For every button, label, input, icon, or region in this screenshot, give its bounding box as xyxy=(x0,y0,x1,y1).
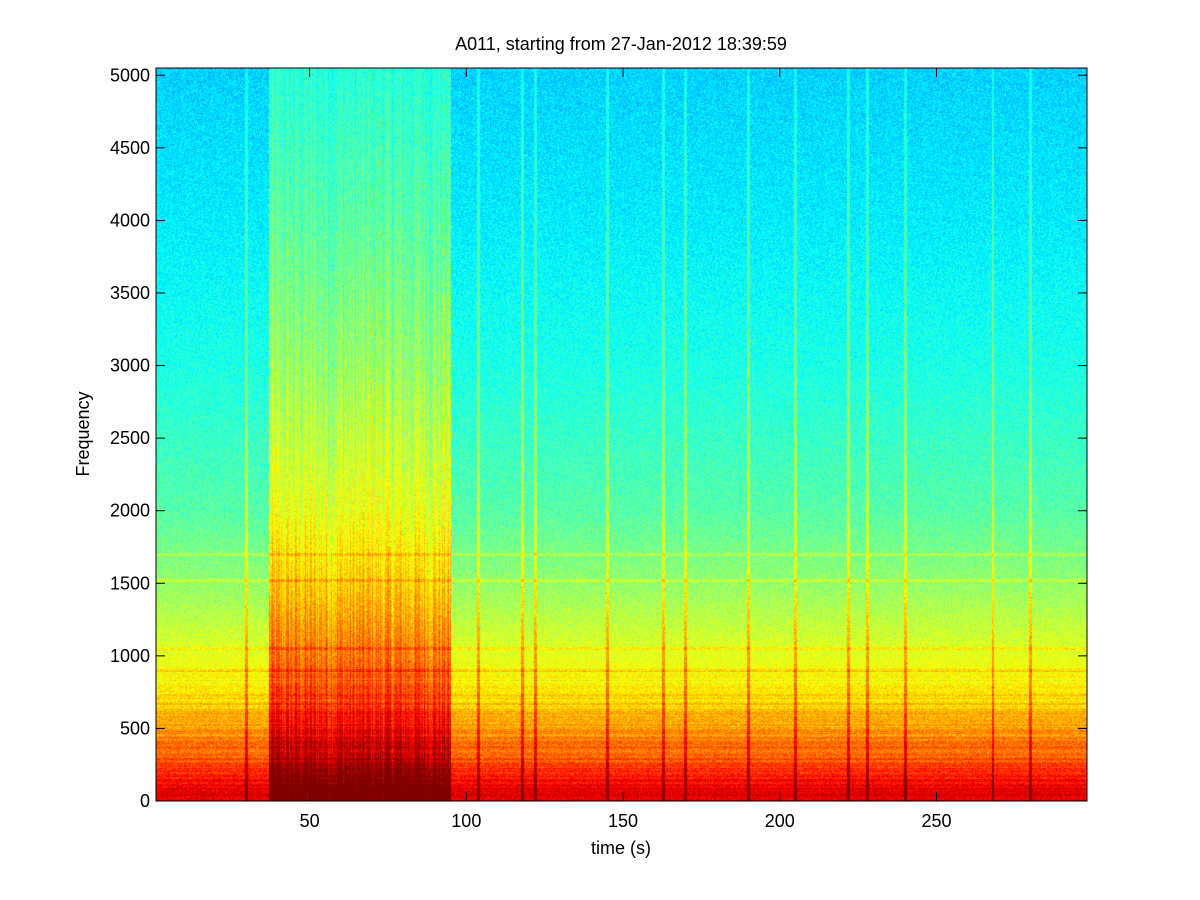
y-tick-label: 2000 xyxy=(110,501,150,521)
y-tick-label: 0 xyxy=(140,791,150,811)
y-tick-label: 4500 xyxy=(110,138,150,158)
x-tick-label: 200 xyxy=(765,811,795,831)
y-tick-label: 3500 xyxy=(110,283,150,303)
y-tick-label: 500 xyxy=(120,718,150,738)
y-tick-label: 1000 xyxy=(110,646,150,666)
x-axis: 50 100 150 200 250 xyxy=(300,68,952,831)
x-tick-label: 100 xyxy=(451,811,481,831)
x-tick-label: 150 xyxy=(608,811,638,831)
y-tick-label: 1500 xyxy=(110,573,150,593)
y-tick-label: 3000 xyxy=(110,356,150,376)
x-tick-label: 50 xyxy=(300,811,320,831)
y-axis-label: Frequency xyxy=(73,391,93,476)
spectrogram-container xyxy=(156,68,1087,801)
y-tick-label: 5000 xyxy=(110,65,150,85)
y-tick-label: 4000 xyxy=(110,210,150,230)
x-tick-label: 250 xyxy=(922,811,952,831)
axes-box xyxy=(155,67,1088,802)
chart-title: A011, starting from 27-Jan-2012 18:39:59 xyxy=(455,34,787,54)
y-axis: 0 500 1000 1500 2000 2500 3000 3500 4000 4500 5000 xyxy=(110,65,1087,811)
x-axis-label: time (s) xyxy=(591,838,651,858)
plot-area xyxy=(155,67,1088,802)
y-tick-label: 2500 xyxy=(110,428,150,448)
spectrogram-image xyxy=(156,68,1087,801)
